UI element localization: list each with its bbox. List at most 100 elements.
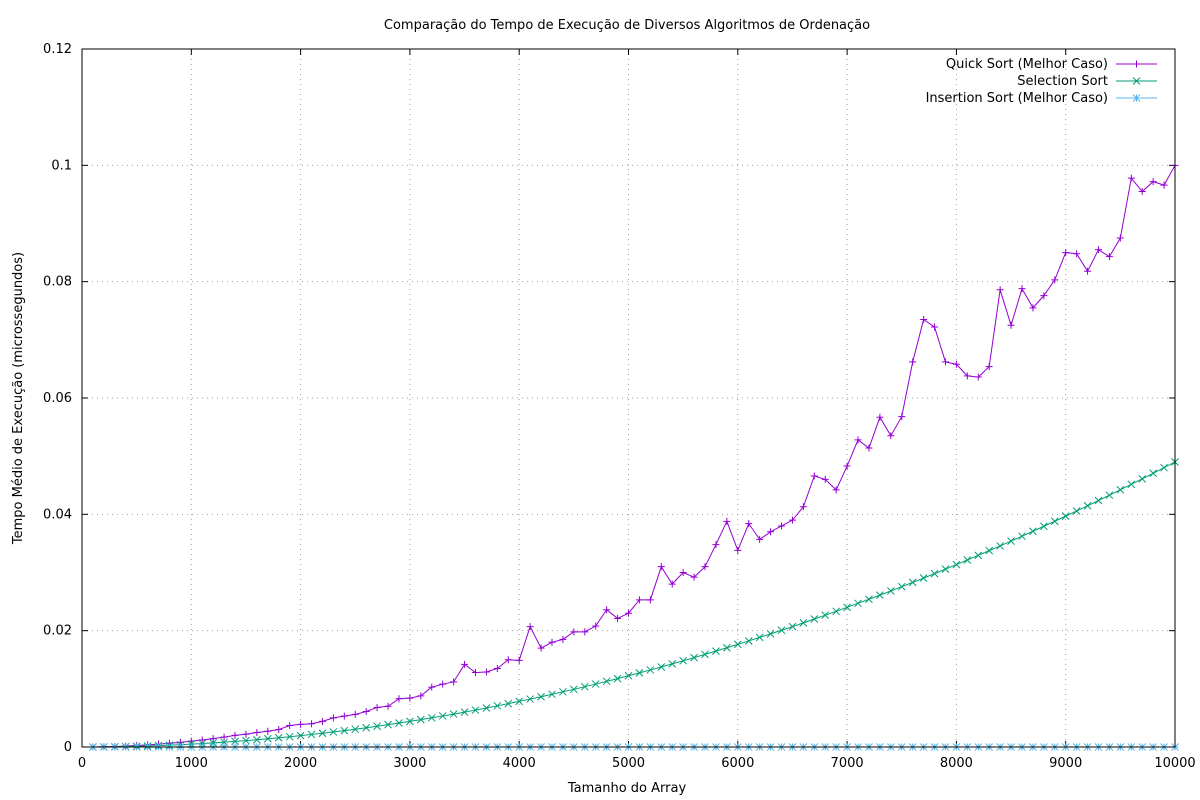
data-point: [635, 669, 644, 677]
data-point: [460, 708, 469, 716]
y-axis-label: Tempo Médio de Execução (microssegundos): [11, 252, 26, 545]
data-point: [635, 596, 643, 604]
data-point: [1029, 527, 1037, 536]
data-point: [832, 486, 840, 494]
data-point: [274, 733, 283, 742]
data-point: [1149, 469, 1157, 478]
data-point: [1062, 249, 1070, 257]
data-point: [788, 622, 797, 631]
data-point: [1039, 522, 1048, 531]
x-axis-label: Tamanho do Array: [567, 781, 687, 796]
data-point: [242, 736, 250, 745]
data-point: [1132, 94, 1141, 102]
data-point: [1094, 496, 1103, 505]
data-point: [963, 556, 972, 564]
data-point: [493, 664, 501, 672]
data-point: [919, 574, 928, 582]
legend-label: Insertion Sort (Melhor Caso): [926, 91, 1108, 106]
data-point: [733, 640, 742, 649]
data-point: [416, 715, 425, 724]
legend: Quick Sort (Melhor Caso) Selection Sort In…: [926, 57, 1157, 106]
data-point: [264, 727, 272, 735]
data-point: [515, 656, 523, 664]
y-tick-label: 0.08: [43, 275, 72, 290]
y-tick-label: 0.06: [43, 391, 72, 406]
data-point: [996, 542, 1004, 550]
data-point: [220, 733, 228, 741]
data-point: [231, 737, 239, 746]
data-point: [1127, 174, 1135, 182]
data-point: [406, 717, 414, 726]
axis-ticks: 0 1000 2000 3000 4000 5000 6000 7000 8000 9000 100…: [43, 42, 1196, 771]
data-point: [548, 638, 556, 646]
x-tick-label: 2000: [284, 756, 317, 771]
data-point: [734, 546, 742, 554]
data-point: [263, 734, 272, 743]
x-tick-label: 7000: [831, 756, 864, 771]
data-point: [329, 714, 337, 722]
grid: [82, 49, 1175, 747]
data-point: [504, 656, 512, 664]
data-point: [1138, 188, 1146, 196]
data-point: [548, 690, 556, 699]
data-point: [755, 633, 764, 642]
data-point: [286, 721, 294, 729]
data-point: [1116, 234, 1124, 242]
data-point: [395, 695, 403, 703]
data-point: [384, 720, 392, 729]
data-point: [701, 563, 709, 571]
data-point: [297, 720, 305, 728]
data-point: [318, 717, 326, 725]
data-point: [340, 726, 349, 735]
series-line: [92, 165, 1176, 748]
data-point: [384, 702, 392, 710]
data-point: [690, 653, 698, 662]
plot-frame: [81, 48, 1176, 748]
data-point: [373, 722, 381, 731]
legend-label: Quick Sort (Melhor Caso): [946, 57, 1108, 72]
data-point: [373, 703, 381, 711]
data-point: [285, 732, 294, 741]
data-point: [307, 730, 316, 739]
data-point: [821, 611, 830, 620]
data-point: [701, 650, 709, 659]
data-point: [1061, 512, 1070, 520]
data-point: [308, 720, 316, 728]
y-tick-label: 0.1: [51, 158, 72, 173]
x-tick-label: 8000: [940, 756, 973, 771]
data-point: [614, 614, 622, 622]
data-point: [723, 517, 731, 525]
data-point: [526, 623, 534, 631]
data-point: [461, 660, 469, 668]
data-point: [1072, 507, 1081, 515]
data-point: [559, 635, 567, 643]
data-point: [898, 413, 906, 421]
x-tick-label: 3000: [393, 756, 426, 771]
data-point: [318, 729, 327, 738]
data-point: [482, 704, 491, 712]
data-point: [1029, 304, 1037, 312]
x-tick-label: 5000: [612, 756, 645, 771]
data-point: [406, 694, 414, 702]
data-point: [909, 358, 917, 366]
data-point: [592, 622, 600, 630]
data-point: [865, 595, 873, 604]
data-point: [581, 628, 589, 636]
data-point: [876, 591, 884, 599]
data-point: [1083, 501, 1092, 510]
data-point: [625, 609, 632, 617]
data-point: [908, 578, 917, 587]
data-point: [569, 685, 578, 694]
data-point: [1018, 285, 1026, 293]
data-point: [209, 735, 217, 743]
data-point: [723, 643, 731, 652]
data-point: [854, 599, 862, 608]
x-tick-label: 6000: [721, 756, 754, 771]
data-point: [362, 723, 371, 732]
data-point: [613, 674, 622, 683]
data-point: [482, 668, 490, 676]
data-point: [679, 656, 688, 665]
y-tick-label: 0: [64, 740, 72, 755]
